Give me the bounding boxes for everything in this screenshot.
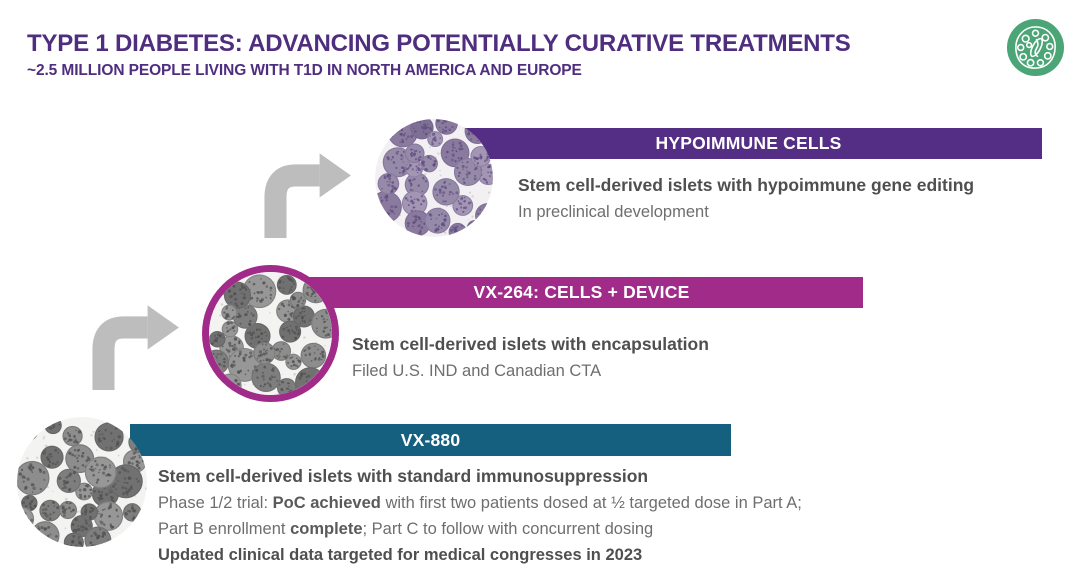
banner-vx264: VX-264: CELLS + DEVICE <box>300 277 863 308</box>
islet-image-vx880 <box>17 417 147 547</box>
tier-text-vx880: Stem cell-derived islets with standard i… <box>158 463 802 568</box>
bent-arrow-icon-lower <box>92 305 179 390</box>
islet-image-hypoimmune <box>375 119 493 237</box>
vx264-headline: Stem cell-derived islets with encapsulat… <box>352 334 709 354</box>
islet-image-vx264 <box>202 265 339 402</box>
page-title: TYPE 1 DIABETES: ADVANCING POTENTIALLY C… <box>27 30 851 57</box>
bent-arrow-icon-upper <box>264 153 351 238</box>
vx880-phase-line: Phase 1/2 trial: PoC achieved with first… <box>158 494 802 512</box>
page-subtitle: ~2.5 MILLION PEOPLE LIVING WITH T1D IN N… <box>27 62 582 79</box>
islet-cell-logo-icon <box>1006 18 1065 77</box>
banner-vx264-label: VX-264: CELLS + DEVICE <box>473 282 690 302</box>
islet-micrograph-gray <box>209 272 332 395</box>
hypoimmune-status: In preclinical development <box>518 203 709 221</box>
islet-micrograph-purple <box>375 119 493 237</box>
tier-text-vx264: Stem cell-derived islets with encapsulat… <box>352 331 709 384</box>
banner-hypoimmune-cells-label: HYPOIMMUNE CELLS <box>655 133 842 153</box>
banner-hypoimmune-cells: HYPOIMMUNE CELLS <box>455 128 1042 159</box>
islet-micrograph-gray <box>17 417 147 547</box>
vx264-status: Filed U.S. IND and Canadian CTA <box>352 362 602 380</box>
hypoimmune-headline: Stem cell-derived islets with hypoimmune… <box>518 175 975 195</box>
vx880-partb-line: Part B enrollment complete; Part C to fo… <box>158 520 654 538</box>
vx880-update-line: Updated clinical data targeted for medic… <box>158 546 643 564</box>
tier-text-hypoimmune: Stem cell-derived islets with hypoimmune… <box>518 172 974 225</box>
vx880-headline: Stem cell-derived islets with standard i… <box>158 466 649 486</box>
banner-vx880-label: VX-880 <box>400 429 461 450</box>
banner-vx880: VX-880 <box>130 424 731 456</box>
